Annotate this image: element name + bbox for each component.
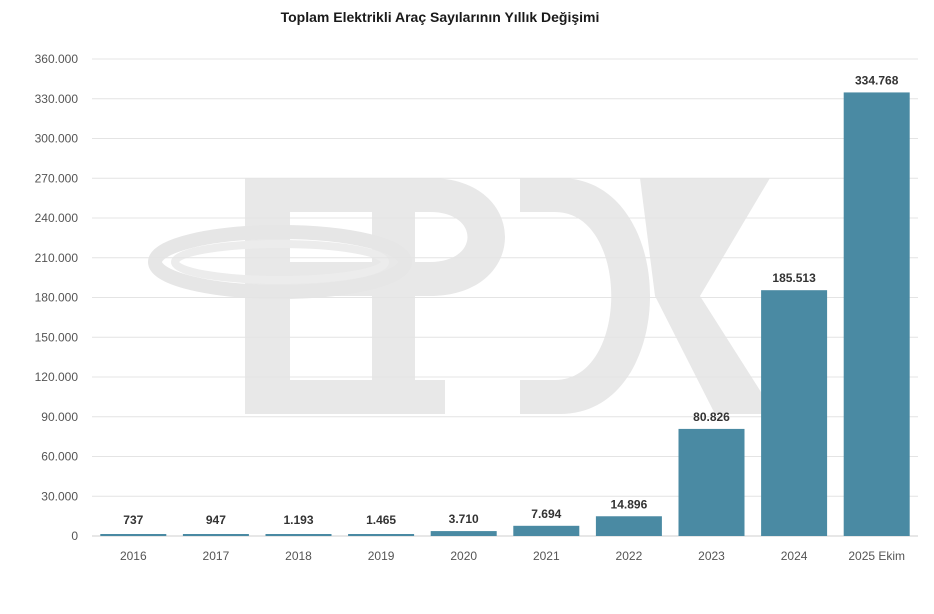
data-label: 7.694	[531, 507, 561, 521]
y-tick-label: 30.000	[41, 489, 78, 503]
x-tick-label: 2019	[368, 549, 395, 563]
x-axis-ticks: 2016 2017 2018 2019 2020 2021 2022 2023 2024 2025…	[120, 549, 905, 563]
data-label: 334.768	[855, 73, 899, 87]
bar	[513, 525, 580, 536]
epdk-watermark-logo	[148, 178, 775, 414]
data-label: 185.513	[772, 271, 816, 285]
y-tick-label: 210.000	[35, 251, 79, 265]
y-tick-label: 90.000	[41, 410, 78, 424]
data-label: 1.193	[283, 513, 313, 527]
chart-title: Toplam Elektrikli Araç Sayılarının Yıllı…	[281, 9, 600, 25]
y-tick-label: 300.000	[35, 132, 79, 146]
grid-lines	[92, 58, 918, 537]
bar	[430, 531, 497, 536]
y-tick-label: 360.000	[35, 52, 79, 66]
data-label: 737	[123, 513, 143, 527]
bar	[265, 534, 332, 536]
y-tick-label: 270.000	[35, 171, 79, 185]
y-tick-label: 180.000	[35, 291, 79, 305]
x-tick-label: 2018	[285, 549, 312, 563]
data-label: 14.896	[611, 497, 648, 511]
watermark-swirl	[148, 225, 412, 299]
x-tick-label: 2020	[450, 549, 477, 563]
x-tick-label: 2024	[781, 549, 808, 563]
watermark-letter-d	[520, 178, 650, 414]
bars	[100, 92, 910, 536]
data-label: 3.710	[449, 512, 479, 526]
y-tick-label: 240.000	[35, 211, 79, 225]
x-tick-label: 2023	[698, 549, 725, 563]
bar	[843, 92, 910, 536]
y-tick-label: 120.000	[35, 370, 79, 384]
x-tick-label: 2021	[533, 549, 560, 563]
bar	[761, 290, 828, 536]
y-tick-label: 0	[71, 529, 78, 543]
data-label: 80.826	[693, 410, 730, 424]
watermark-letter-k	[640, 178, 775, 414]
data-label: 1.465	[366, 513, 396, 527]
y-tick-label: 330.000	[35, 92, 79, 106]
data-label: 947	[206, 513, 226, 527]
data-labels: 737 947 1.193 1.465 3.710 7.694 14.896 80.826 18…	[123, 73, 898, 527]
x-tick-label: 2022	[616, 549, 643, 563]
x-tick-label: 2017	[203, 549, 230, 563]
y-tick-label: 60.000	[41, 450, 78, 464]
watermark-swirl-inner	[171, 240, 389, 284]
watermark-letter-p	[372, 178, 505, 414]
bar	[100, 534, 167, 536]
x-tick-label: 2016	[120, 549, 147, 563]
bar	[678, 428, 745, 536]
y-axis-ticks: 0 30.000 60.000 90.000 120.000 150.000 180.000…	[35, 52, 79, 543]
bar	[348, 534, 415, 536]
bar	[595, 516, 662, 536]
bar	[182, 534, 249, 536]
y-tick-label: 150.000	[35, 330, 79, 344]
x-tick-label: 2025 Ekim	[848, 549, 905, 563]
watermark-letter-e	[245, 178, 445, 414]
